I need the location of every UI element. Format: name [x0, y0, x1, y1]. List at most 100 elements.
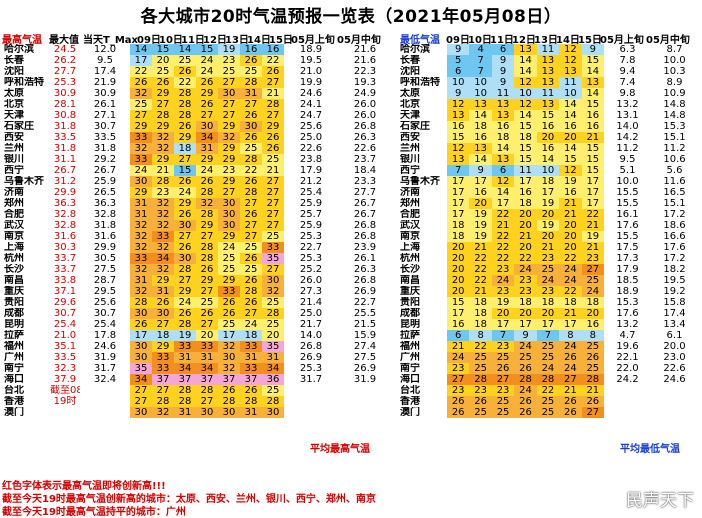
city-name: 西宁 [400, 165, 420, 176]
decade-avg-cell: 9.4 [619, 66, 636, 77]
forecast-max-cell: 29 [174, 286, 196, 297]
decade-avg-cell: 26.8 [353, 121, 377, 132]
decade-avg-cell: 13.1 [616, 110, 639, 121]
forecast-max-cell: 31 [174, 352, 196, 363]
forecast-min-cell: 25 [536, 407, 560, 418]
city-name: 拉萨 [400, 330, 420, 341]
forecast-min-cell: 17 [446, 187, 470, 198]
city-name: 石家庄 [400, 121, 430, 132]
forecast-min-cell: 22 [491, 253, 515, 264]
forecast-min-cell: 23 [536, 286, 560, 297]
max-table-row: 兰州 31.8 31.8 32 32 18 31 29 25 26 22.6 22.6 [2, 143, 392, 154]
today-max-cell: 33.5 [93, 132, 117, 143]
forecast-min-cell: 20 [446, 286, 470, 297]
forecast-max-cell: 24 [196, 55, 218, 66]
decade-avg-cell: 26.3 [353, 132, 377, 143]
max-header-col-d09: 09日 [137, 35, 161, 46]
forecast-max-cell: 34 [196, 132, 218, 143]
forecast-min-cell: 25 [514, 352, 537, 363]
max-table-row: 澳门 30 32 31 30 30 31 30 [2, 407, 392, 418]
forecast-min-cell: 26 [581, 396, 605, 407]
forecast-max-cell: 25 [240, 242, 262, 253]
forecast-max-cell: 26 [174, 121, 196, 132]
forecast-max-cell: 30 [174, 220, 196, 231]
forecast-min-cell: 13 [514, 44, 537, 55]
min-header-col-d15: 15日 [578, 35, 602, 46]
forecast-min-cell: 9 [491, 55, 515, 66]
today-max-cell: 29.5 [93, 286, 117, 297]
forecast-min-cell: 18 [514, 198, 537, 209]
decade-avg-cell [604, 396, 651, 407]
decade-avg-cell: 17.6 [663, 242, 686, 253]
forecast-max-cell: 27 [196, 319, 218, 330]
forecast-max-cell: 27 [262, 187, 284, 198]
decade-avg-cell: 5.1 [619, 165, 636, 176]
decade-avg-cell: 22.3 [353, 66, 377, 77]
forecast-min-cell: 17 [446, 209, 470, 220]
forecast-min-cell: 22 [559, 253, 582, 264]
forecast-max-cell: 29 [218, 121, 240, 132]
forecast-max-cell: 29 [218, 275, 240, 286]
today-max-cell: 25.4 [93, 319, 117, 330]
forecast-max-cell: 37 [196, 374, 218, 385]
forecast-min-cell: 6 [491, 165, 515, 176]
forecast-min-cell: 17 [469, 176, 492, 187]
today-max-cell: 25.6 [93, 297, 117, 308]
forecast-min-cell: 25 [469, 352, 492, 363]
forecast-min-cell: 8 [581, 330, 605, 341]
city-name: 南昌 [4, 275, 24, 286]
forecast-min-cell: 20 [536, 308, 560, 319]
city-name: 福州 [4, 341, 24, 352]
forecast-max-cell: 30 [262, 275, 284, 286]
forecast-max-cell: 33 [196, 341, 218, 352]
forecast-max-cell: 32 [130, 88, 152, 99]
forecast-max-cell: 36 [262, 374, 284, 385]
min-header-col-d14: 14日 [556, 35, 580, 46]
today-max-cell: 30.7 [93, 308, 117, 319]
max-header-col-city: 最高气温 [2, 35, 42, 46]
max-header-col-record: 最大值 [49, 35, 79, 46]
city-name: 沈阳 [4, 66, 24, 77]
forecast-max-cell: 26 [152, 77, 174, 88]
record-max-cell: 28.1 [53, 99, 77, 110]
forecast-max-cell: 33 [130, 132, 152, 143]
today-max-cell: 30.9 [93, 88, 117, 99]
forecast-max-cell: 27 [196, 396, 218, 407]
min-table-row: 澳门 26 25 25 26 25 26 27 [398, 407, 698, 418]
record-max-cell: 31.8 [53, 143, 77, 154]
min-table-row: 西宁 7 9 6 11 10 12 15 5.1 5.6 [398, 165, 698, 176]
min-table-row: 南宁 23 25 26 26 24 24 25 22.0 22.6 [398, 363, 698, 374]
city-name: 杭州 [400, 253, 420, 264]
decade-avg-cell: 13.2 [616, 99, 639, 110]
city-name: 广州 [400, 352, 420, 363]
forecast-min-cell: 7 [536, 330, 560, 341]
forecast-min-cell: 19 [469, 209, 492, 220]
forecast-min-cell: 27 [446, 374, 470, 385]
forecast-min-cell: 6 [491, 44, 515, 55]
forecast-min-cell: 13 [536, 55, 560, 66]
note-new-record: 截至今天19时最高气温创新高的城市：太原、西安、兰州、银川、西宁、郑州、南京 [2, 494, 376, 505]
forecast-min-cell: 22 [469, 275, 492, 286]
decade-avg-cell: 23.9 [353, 242, 377, 253]
forecast-min-cell: 12 [491, 176, 515, 187]
decade-avg-cell: 24.2 [616, 374, 639, 385]
forecast-min-cell: 19 [536, 198, 560, 209]
forecast-max-cell: 28 [240, 77, 262, 88]
city-name: 昆明 [4, 319, 24, 330]
forecast-min-cell: 13 [559, 66, 582, 77]
forecast-min-cell: 28 [581, 374, 605, 385]
record-max-cell: 29.9 [53, 187, 77, 198]
max-table-row: 海口 37.9 32.4 34 37 37 37 37 37 36 31.7 31.9 [2, 374, 392, 385]
record-max-cell: 30.3 [53, 242, 77, 253]
forecast-min-cell: 9 [581, 44, 605, 55]
forecast-min-cell: 10 [514, 88, 537, 99]
decade-avg-cell: 16.1 [616, 209, 639, 220]
forecast-min-cell: 21 [514, 231, 537, 242]
decade-avg-cell: 25.9 [299, 198, 323, 209]
forecast-max-cell: 31 [240, 88, 262, 99]
city-name: 呼和浩特 [400, 77, 440, 88]
forecast-max-cell: 27 [196, 286, 218, 297]
forecast-max-cell: 19 [218, 44, 240, 55]
decade-avg-cell: 15.3 [663, 121, 686, 132]
forecast-min-cell: 22 [491, 231, 515, 242]
